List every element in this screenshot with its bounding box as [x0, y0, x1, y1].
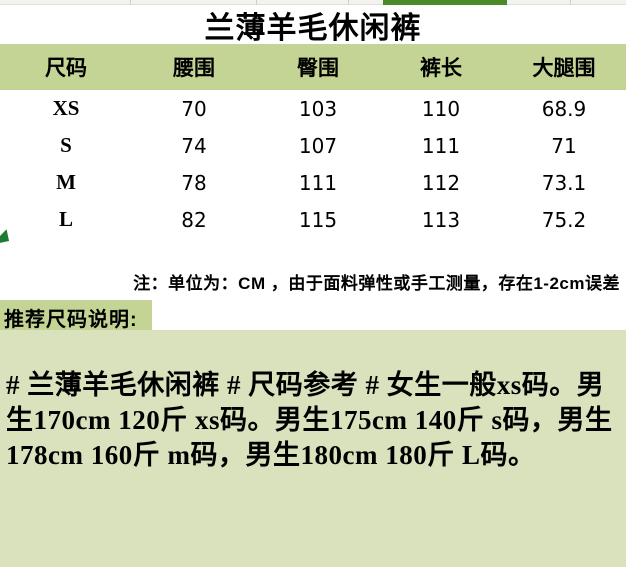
cell-waist: 82	[181, 207, 207, 232]
recommend-size-text: # 兰薄羊毛休闲裤 # 尺码参考 # 女生一般xs码。男生170cm 120斤 …	[6, 370, 613, 470]
title-bar: 兰薄羊毛休闲裤	[0, 5, 626, 45]
column-header-length: 裤长	[380, 44, 502, 90]
cell-thigh: 68.9	[541, 96, 587, 121]
cell-length: 110	[421, 96, 461, 121]
table-row: M 78 111 112 73.1	[0, 164, 626, 201]
cell-waist: 78	[181, 170, 207, 195]
cell-size: L	[58, 207, 73, 231]
table-row: XS 70 103 110 68.9	[0, 90, 626, 127]
cell-length: 113	[421, 207, 461, 232]
cell-size: S	[60, 133, 72, 157]
cell-hip: 115	[298, 207, 338, 232]
cell-thigh: 75.2	[541, 207, 587, 232]
spreadsheet-top-strip	[0, 0, 626, 5]
cell-waist: 70	[181, 96, 207, 121]
cell-hip: 111	[298, 170, 338, 195]
column-header-size: 尺码	[0, 44, 132, 90]
cell-length: 111	[421, 133, 461, 158]
column-gridline	[570, 0, 571, 5]
cell-thigh: 71	[551, 133, 577, 158]
cell-thigh: 73.1	[541, 170, 587, 195]
table-row: S 74 107 111 71	[0, 127, 626, 164]
recommend-size-body: # 兰薄羊毛休闲裤 # 尺码参考 # 女生一般xs码。男生170cm 120斤 …	[0, 330, 626, 567]
cell-size: XS	[52, 96, 80, 120]
column-header-hip: 臀围	[256, 44, 380, 90]
cell-length: 112	[421, 170, 461, 195]
cell-hip: 107	[298, 133, 338, 158]
column-gridline	[348, 0, 349, 5]
unit-note: 注：单位为：CM ，由于面料弹性或手工测量，存在1-2cm误差	[133, 274, 620, 293]
column-header-thigh: 大腿围	[502, 44, 626, 90]
table-row: L 82 115 113 75.2	[0, 201, 626, 238]
cell-size: M	[56, 170, 76, 194]
column-gridline	[256, 0, 257, 5]
size-table-header-row: 尺码 腰围 臀围 裤长 大腿围	[0, 44, 626, 90]
cell-hip: 103	[298, 96, 338, 121]
cell-waist: 74	[181, 133, 207, 158]
column-header-waist: 腰围	[132, 44, 256, 90]
size-table: 尺码 腰围 臀围 裤长 大腿围 XS 70 103 110 68.9 S 74 …	[0, 44, 626, 238]
selected-column-highlight	[383, 0, 507, 5]
column-gridline	[130, 0, 131, 5]
page-title: 兰薄羊毛休闲裤	[204, 11, 422, 45]
